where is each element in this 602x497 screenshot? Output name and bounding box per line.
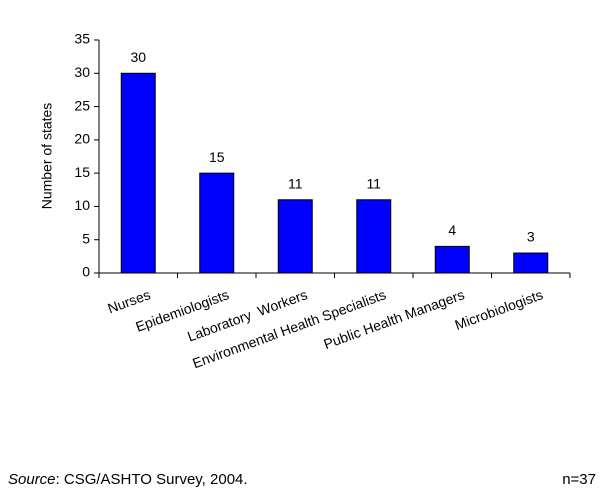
y-axis-label: Number of states — [39, 103, 55, 210]
value-label: 15 — [209, 149, 225, 165]
sample-size: n=37 — [562, 471, 596, 488]
y-tick-label: 25 — [74, 97, 90, 113]
y-tick-label: 30 — [74, 64, 90, 80]
value-label: 4 — [448, 222, 456, 238]
y-tick-label: 0 — [82, 264, 90, 280]
y-tick-label: 15 — [74, 164, 90, 180]
value-label: 30 — [130, 49, 146, 65]
x-tick-label: Public Health Managers — [321, 286, 466, 352]
bar — [277, 199, 313, 274]
x-tick-label: Nurses — [105, 286, 152, 316]
bar — [434, 245, 470, 274]
bar — [199, 172, 235, 274]
bar — [356, 199, 392, 274]
source-note: Source: CSG/ASHTO Survey, 2004. — [8, 471, 248, 488]
y-tick-label: 20 — [74, 131, 90, 147]
value-label: 11 — [366, 175, 381, 191]
bar — [513, 252, 549, 274]
y-tick-label: 35 — [74, 31, 90, 47]
source-text: : CSG/ASHTO Survey, 2004. — [56, 471, 248, 488]
source-label: Source — [8, 471, 56, 488]
y-tick-label: 5 — [82, 230, 90, 246]
y-tick-label: 10 — [74, 197, 90, 213]
value-label: 3 — [527, 229, 535, 245]
x-tick-label: Microbiologists — [453, 286, 545, 333]
value-label: 11 — [288, 175, 303, 191]
bar — [120, 72, 156, 274]
